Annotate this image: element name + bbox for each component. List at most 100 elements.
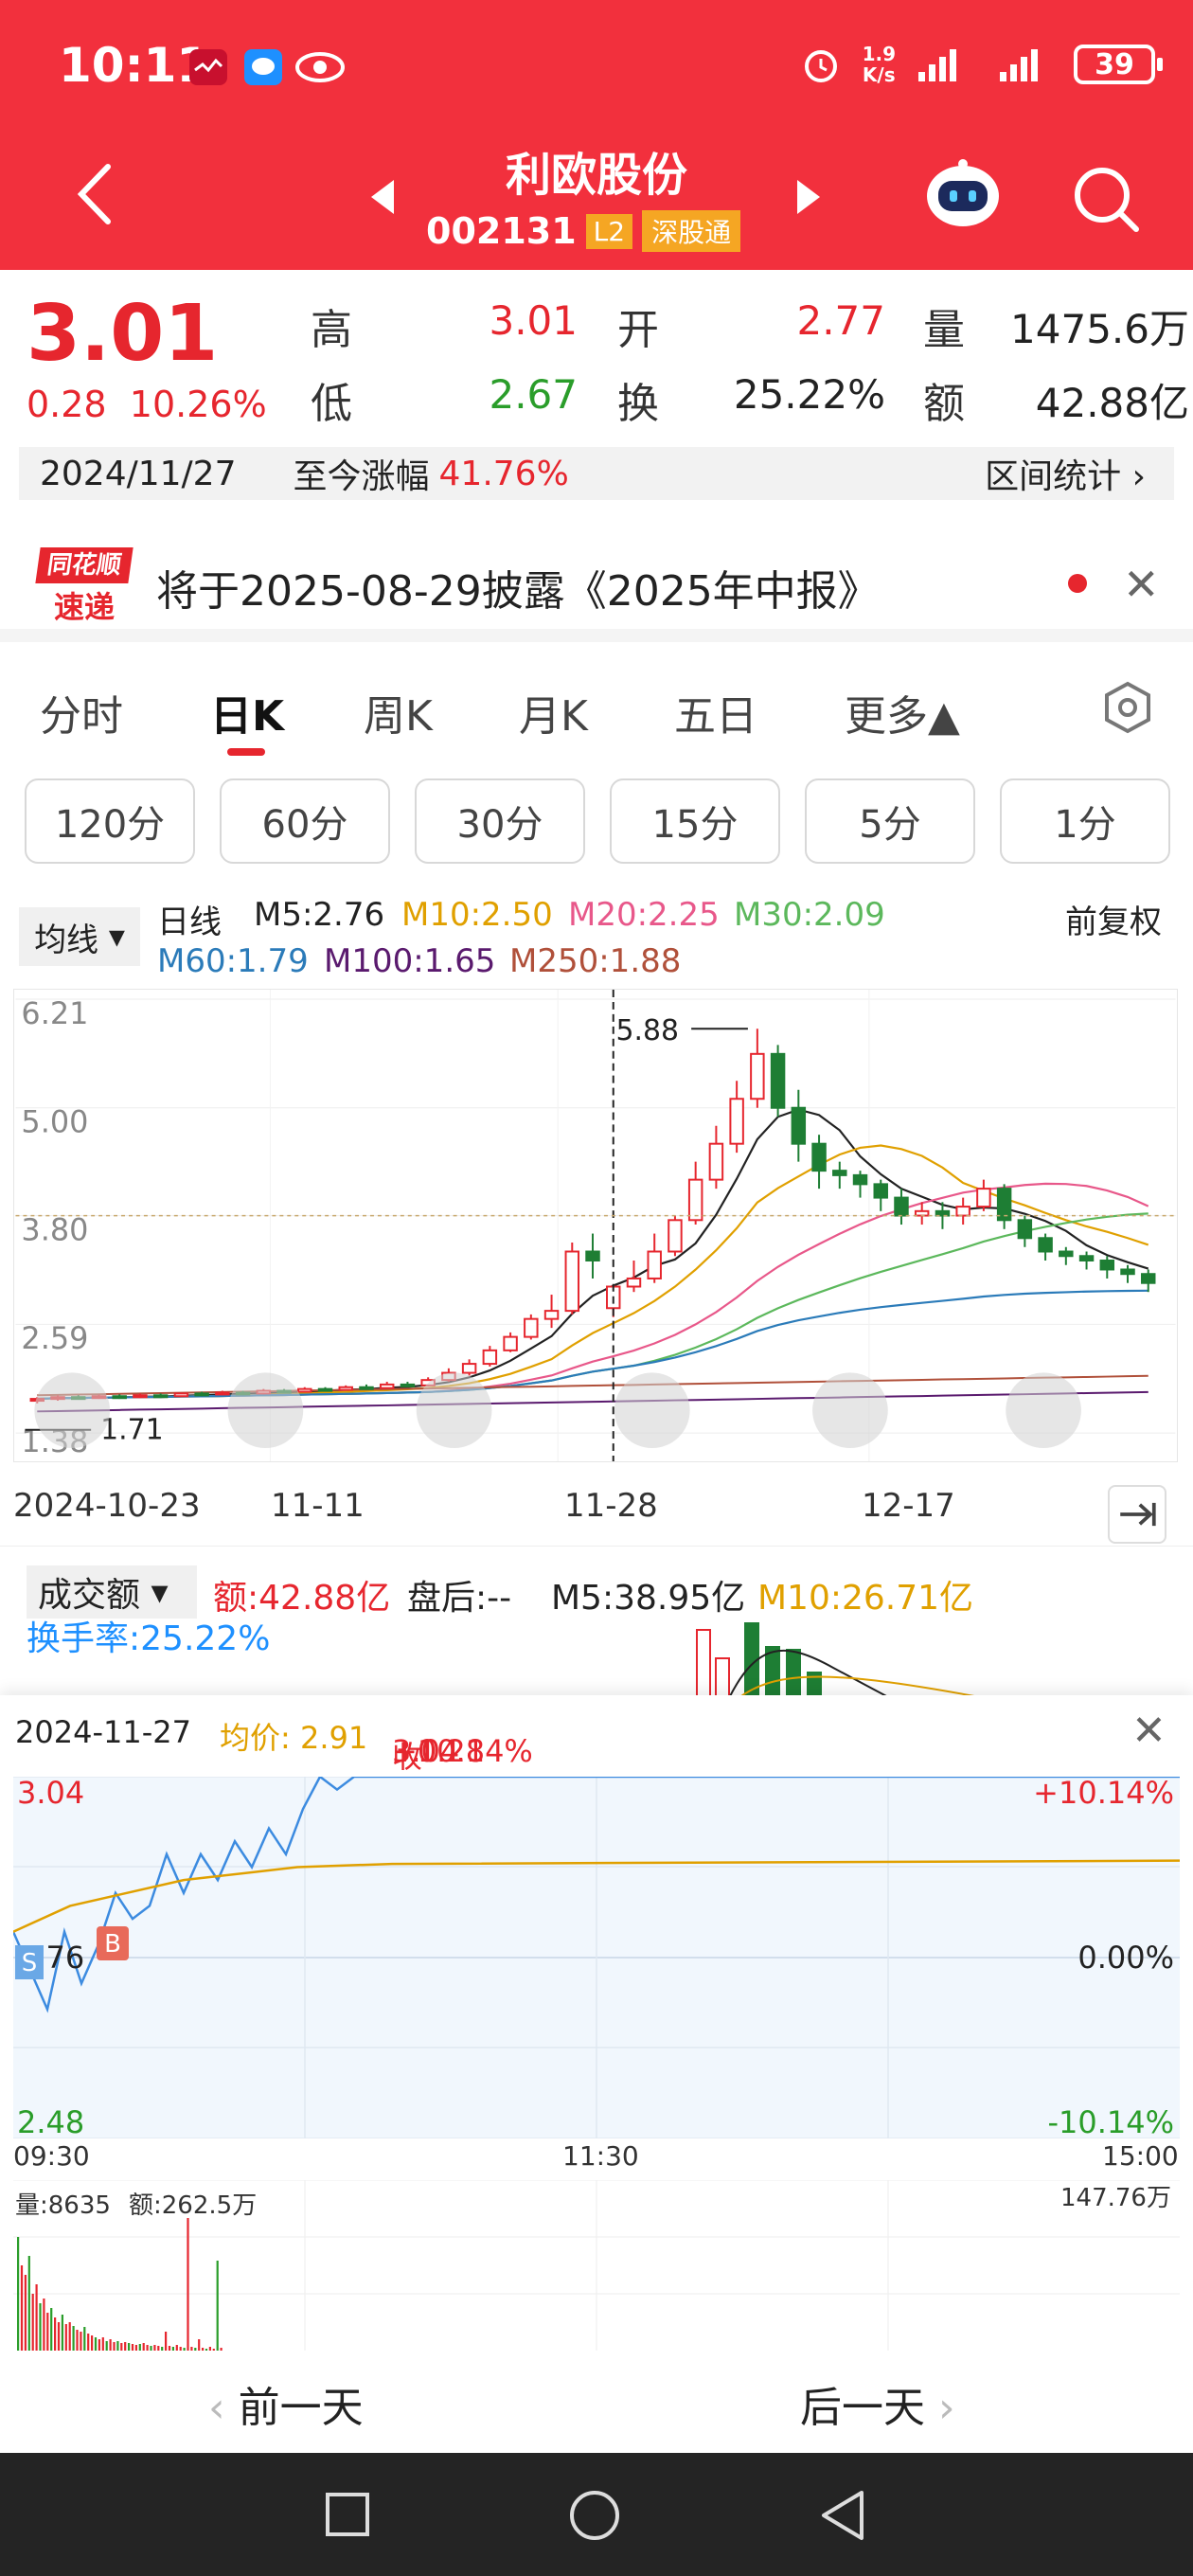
- candle-body: [1099, 1259, 1115, 1271]
- volume-bar: [150, 2346, 152, 2351]
- volume-bar: [171, 2347, 174, 2351]
- next-day-button[interactable]: 后一天 ›: [800, 2384, 955, 2432]
- candle-body: [955, 1206, 970, 1217]
- app-notification-icon: [189, 49, 227, 85]
- chart-settings-icon[interactable]: [1100, 680, 1155, 735]
- next-stock-icon[interactable]: [795, 178, 824, 216]
- high-label: 高: [311, 306, 352, 354]
- volume-bar: [50, 2308, 53, 2351]
- ma100-value: M100:1.65: [324, 942, 496, 980]
- volume-label: 量: [923, 306, 965, 354]
- candle-body: [461, 1363, 477, 1374]
- btn-120min[interactable]: 120分: [25, 778, 195, 864]
- tab-intraday[interactable]: 分时: [40, 692, 123, 741]
- since-value: 41.76%: [438, 454, 569, 493]
- volume-bar: [27, 2256, 30, 2351]
- btn-60min[interactable]: 60分: [220, 778, 390, 864]
- candle-body: [338, 1386, 353, 1391]
- adjust-mode[interactable]: 前复权: [1065, 903, 1162, 941]
- volume-bar: [87, 2334, 90, 2351]
- candle-body: [770, 1052, 786, 1109]
- prev-stock-icon[interactable]: [367, 178, 396, 216]
- tab-five-day[interactable]: 五日: [674, 692, 757, 741]
- back-arrow-icon[interactable]: [74, 161, 114, 227]
- volume-bar: [101, 2337, 104, 2351]
- range-bar[interactable]: 2024/11/27 至今涨幅 41.76% 区间统计 ›: [19, 447, 1174, 500]
- btn-5min[interactable]: 5分: [805, 778, 975, 864]
- volume-bar: [187, 2218, 189, 2351]
- volume-bar: [216, 2261, 219, 2351]
- jump-latest-icon[interactable]: [1108, 1485, 1166, 1544]
- volume-bars: [696, 1622, 986, 1698]
- volume-bar: [157, 2346, 160, 2351]
- candle-body: [400, 1383, 416, 1387]
- range-date: 2024/11/27: [40, 454, 237, 493]
- intraday-volume: [13, 2180, 1180, 2351]
- volume-bar: [20, 2265, 24, 2351]
- vol-ma5: M5:38.95亿: [551, 1579, 746, 1618]
- btn-30min[interactable]: 30分: [415, 778, 585, 864]
- tab-more[interactable]: 更多▲: [845, 692, 960, 741]
- candlestick-chart[interactable]: 6.215.003.802.591.38 5.881.71: [13, 989, 1178, 1462]
- ma10-value: M10:2.50: [401, 896, 553, 934]
- tab-monthly-k[interactable]: 月K: [519, 692, 588, 741]
- recents-icon[interactable]: [322, 2489, 373, 2540]
- volume-bar: [91, 2335, 94, 2351]
- open-value: 2.77: [796, 297, 885, 344]
- candle-body: [852, 1173, 868, 1186]
- range-stats-link[interactable]: 区间统计 ›: [985, 457, 1146, 496]
- sell-marker: S: [15, 1945, 44, 1979]
- volume-bar: [142, 2343, 145, 2351]
- candle-body: [668, 1219, 683, 1253]
- btn-1min[interactable]: 1分: [1000, 778, 1170, 864]
- chart-control-button: [1006, 1372, 1081, 1449]
- x-axis: 2024-10-23 11-11 11-28 12-17: [0, 1466, 1193, 1542]
- volume-bar: [212, 2349, 215, 2351]
- search-icon[interactable]: [1068, 161, 1144, 237]
- tab-weekly-k[interactable]: 周K: [364, 692, 433, 741]
- turnover-value: 25.22%: [733, 371, 885, 418]
- candle-body: [297, 1387, 312, 1393]
- back-icon[interactable]: [816, 2489, 867, 2542]
- signal-2-icon: [1000, 49, 1038, 81]
- volume-bar: [17, 2237, 20, 2351]
- high-annotation: 5.88: [615, 1014, 679, 1047]
- y-tick-label: 5.00: [21, 1104, 88, 1140]
- robot-assistant-icon[interactable]: [923, 156, 1004, 232]
- candle-body: [503, 1335, 518, 1351]
- intraday-volume-bars: [17, 2218, 223, 2351]
- volume-selector[interactable]: 成交额 ▾: [27, 1565, 197, 1619]
- volume-bar: [39, 2303, 42, 2351]
- notice-close-icon[interactable]: ✕: [1123, 559, 1160, 610]
- candle-body: [687, 1178, 703, 1222]
- intraday-time-axis: 09:30 11:30 15:00: [0, 2140, 1193, 2178]
- chart-control-button: [614, 1372, 690, 1449]
- popup-header: 2024-11-27 均价: 2.91 收盘: 3.04 +0.28 +10.1…: [15, 1714, 533, 1818]
- candle-body: [133, 1394, 148, 1399]
- volume-bar: [124, 2342, 127, 2351]
- volume-bar: [46, 2313, 49, 2351]
- status-right: 1.9 K/s 39: [800, 44, 1163, 85]
- ma-selector[interactable]: 均线 ▾: [19, 907, 140, 966]
- candle-body: [791, 1106, 807, 1145]
- tab-daily-k[interactable]: 日K: [210, 692, 285, 741]
- intraday-pct-mid: 0.00%: [1077, 1940, 1174, 1976]
- home-icon[interactable]: [568, 2489, 621, 2542]
- ma250-line: [37, 1374, 1148, 1397]
- intraday-volume-max: 147.76万: [1060, 2184, 1171, 2212]
- volume-value: 1475.6万: [1010, 306, 1189, 352]
- volume-bar: [194, 2348, 197, 2351]
- btn-15min[interactable]: 15分: [610, 778, 780, 864]
- y-tick-label: 6.21: [21, 995, 88, 1031]
- chart-control-button: [416, 1372, 492, 1449]
- volume-bar: [76, 2330, 79, 2351]
- volume-bar: [175, 2345, 178, 2351]
- candle-body: [996, 1188, 1012, 1222]
- candle-body: [524, 1317, 539, 1338]
- intraday-y-bot: 2.48: [17, 2104, 84, 2138]
- prev-day-button[interactable]: ‹ 前一天: [208, 2384, 364, 2432]
- intraday-chart[interactable]: 3.04 +10.14% 2.76 0.00% 2.48 -10.14% S B: [13, 1777, 1180, 2138]
- popup-close-icon[interactable]: ✕: [1131, 1707, 1166, 1755]
- notice-banner[interactable]: 同花顺 速递 将于2025-08-29披露《2025年中报》: [0, 519, 1193, 642]
- y-tick-label: 3.80: [21, 1211, 88, 1247]
